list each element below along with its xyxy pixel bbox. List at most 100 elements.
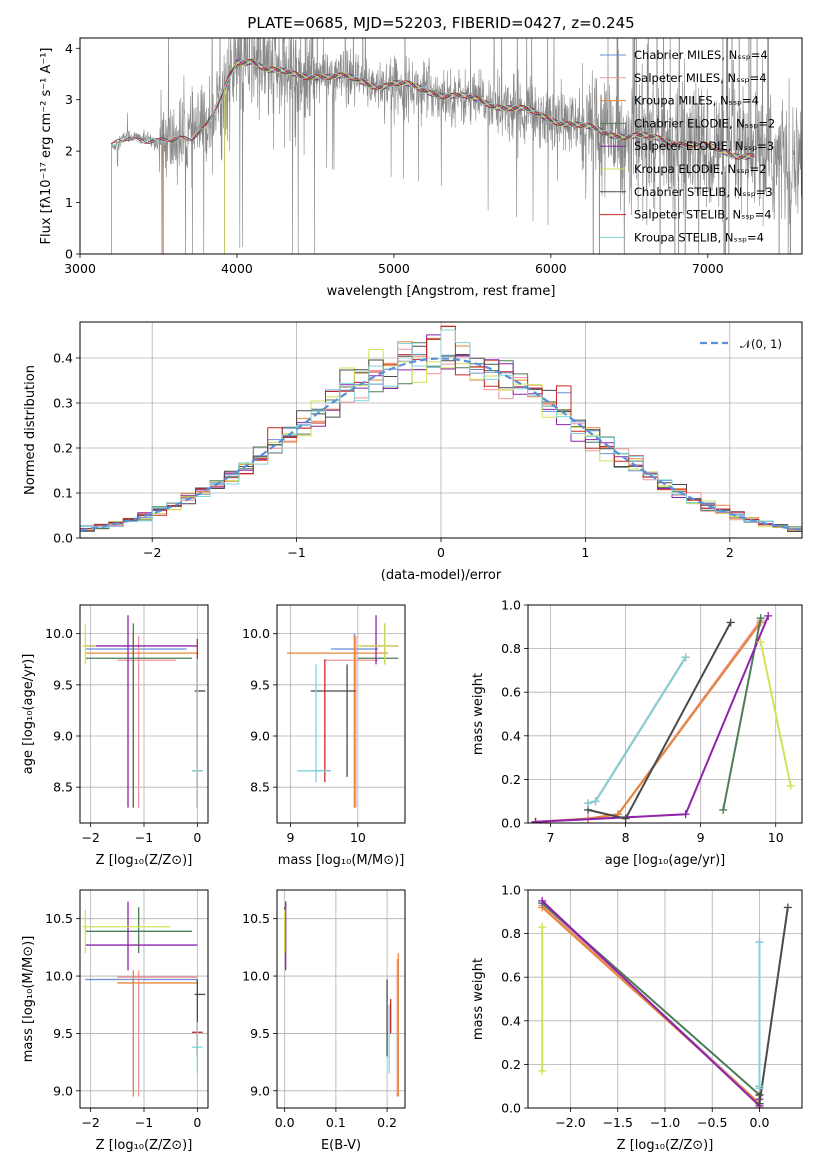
x-axis-label: wavelength [Angstrom, rest frame] [327,284,556,299]
y-tick-label: 9.0 [250,1083,270,1098]
y-tick-label: 9.0 [53,729,73,744]
x-axis-label: Z [log₁₀(Z/Z⊙)] [96,853,193,868]
weight-line [541,900,761,1108]
x-axis-label: Z [log₁₀(Z/Z⊙)] [96,1138,193,1153]
weight_vs_age-axes: 7 8 9 10 0.0 0.2 0.4 0.6 0.8 1.0 age [log₁₀(age/yr… [471,598,802,868]
age_vs_Z-axes: −2 −1 0 8.5 9.0 9.5 10.0 Z [log₁₀(Z/Z⊙)] age [lo… [21,605,208,868]
x-axis-label: Z [log₁₀(Z/Z⊙)] [617,1138,714,1153]
x-axis-label: mass [log₁₀(M/M⊙)] [278,853,405,868]
spectrum-model-salpeter-stelib [111,59,755,254]
errorbar-point [82,909,171,954]
x-tick-label: 4000 [221,261,253,276]
y-axis-label: mass weight [471,958,486,1040]
x-tick-label: 9 [286,830,294,845]
mass_vs_Z-plot-area [82,901,206,1097]
y-tick-label: 9.5 [53,1026,73,1041]
y-tick-label: 10.0 [242,626,270,641]
y-axis-label: Normed distribution [23,365,38,495]
x-tick-label: 8 [622,830,630,845]
weight-series-kroupa-elodie [538,923,547,1075]
weight_vs_Z-axes: −2.0 −1.5 −1.0 −0.5 0.0 0.0 0.2 0.4 0.6 0.8 1.0 Z [… [471,883,802,1153]
y-tick-label: 0.0 [501,1101,521,1116]
spectrum-model-salpeter-elodie [224,59,755,254]
spectrum-frame [79,37,803,255]
x-tick-label: 0 [193,830,201,845]
errorbar-point [192,1021,203,1074]
y-tick-label: 0.6 [501,970,521,985]
weight-marker [538,1066,547,1075]
weight-marker [719,805,728,814]
spectrum-model-chabrier-stelib [111,58,755,254]
weight-series-chabrier-stelib [755,903,792,1108]
mass_vs_EBV-axes: 0.0 0.1 0.2 9.0 9.5 10.0 10.5 E(B-V) [242,890,405,1153]
y-tick-label: 10.0 [45,626,73,641]
weight-marker [531,817,540,823]
y-tick-label: 0.4 [501,1013,521,1028]
y-tick-label: 1 [65,195,73,210]
weight-marker [755,1099,764,1108]
y-tick-label: 3 [65,92,73,107]
spectrum-model-kroupa-elodie [224,59,755,254]
age_vs_mass-frame [276,604,406,824]
x-tick-label: 7000 [692,261,724,276]
legend-entry: Chabrier ELODIE, Nₛₛₚ=2 [634,116,775,130]
x-axis-label: E(B-V) [321,1138,361,1153]
x-tick-label: 7 [547,830,555,845]
y-tick-label: 0.8 [501,641,521,656]
legend-entry: 𝒩(0, 1) [740,337,782,351]
errorbar-point [85,623,192,808]
y-tick-label: 0.0 [501,816,521,831]
errorbar-point [117,970,198,1097]
weight_vs_age-plot-area [531,611,795,823]
spectrum-legend: Chabrier MILES, Nₛₛₚ=4 Salpeter MILES, Nₛ… [600,48,775,244]
x-tick-label: 3000 [64,261,96,276]
weight-series-kroupa-miles [531,618,765,823]
weight-marker [538,896,547,905]
mass_vs_Z-axes: −2 −1 0 9.0 9.5 10.0 10.5 Z [log₁₀(Z/Z⊙)] mass [… [21,890,208,1153]
legend-entry: Salpeter MILES, Nₛₛₚ=4 [634,71,767,85]
weight-line [587,621,732,820]
weight-line [759,641,792,787]
x-tick-label: −0.5 [697,1115,727,1130]
x-tick-label: 0.0 [275,1115,295,1130]
errorbar-point [82,623,96,665]
y-axis-label: mass weight [471,673,486,755]
mass_vs_Z-frame [79,889,209,1109]
y-tick-label: 0.3 [53,396,73,411]
weight-series-chabrier-miles [531,618,765,823]
y-tick-label: 9.5 [53,677,73,692]
residuals-frame [79,321,803,539]
y-tick-label: 10.0 [242,969,270,984]
errorbar-point [324,635,379,808]
x-tick-label: −2 [143,545,161,560]
legend-entry: Chabrier MILES, Nₛₛₚ=4 [634,48,768,62]
weight-marker [783,903,792,912]
y-tick-label: 9.5 [250,1026,270,1041]
weight-series-salpeter-elodie [538,896,764,1108]
x-tick-label: −1 [135,1115,153,1130]
y-tick-label: 2 [65,144,73,159]
spectrum-model-kroupa-stelib [111,59,755,254]
x-tick-label: −1 [287,545,305,560]
residuals-axes: −2 −1 0 1 2 0.0 0.1 0.2 0.3 0.4 (data-model)/error… [23,322,802,583]
spectrum-plot-area [111,38,802,254]
y-axis-label: Flux [fλ10⁻¹⁷ erg cm⁻² s⁻¹ A⁻¹] [39,48,54,245]
errorbar-point [85,615,198,808]
normal-distribution-curve [80,357,802,532]
x-tick-label: 6000 [535,261,567,276]
legend-entry: Salpeter ELODIE, Nₛₛₚ=3 [634,139,774,153]
errorbar-point [297,664,331,783]
x-tick-label: −2.0 [555,1115,585,1130]
weight-marker [584,799,593,808]
y-tick-label: 0 [65,247,73,262]
x-tick-label: 9 [697,830,705,845]
mass_vs_EBV-frame [276,889,406,1109]
weight-marker [681,810,690,819]
x-tick-label: −1.0 [650,1115,680,1130]
weight-marker [786,781,795,790]
weight-marker [681,653,690,662]
x-tick-label: 2 [726,545,734,560]
legend-entry: Kroupa MILES, Nₛₛₚ=4 [634,94,759,108]
x-tick-label: −1.5 [603,1115,633,1130]
